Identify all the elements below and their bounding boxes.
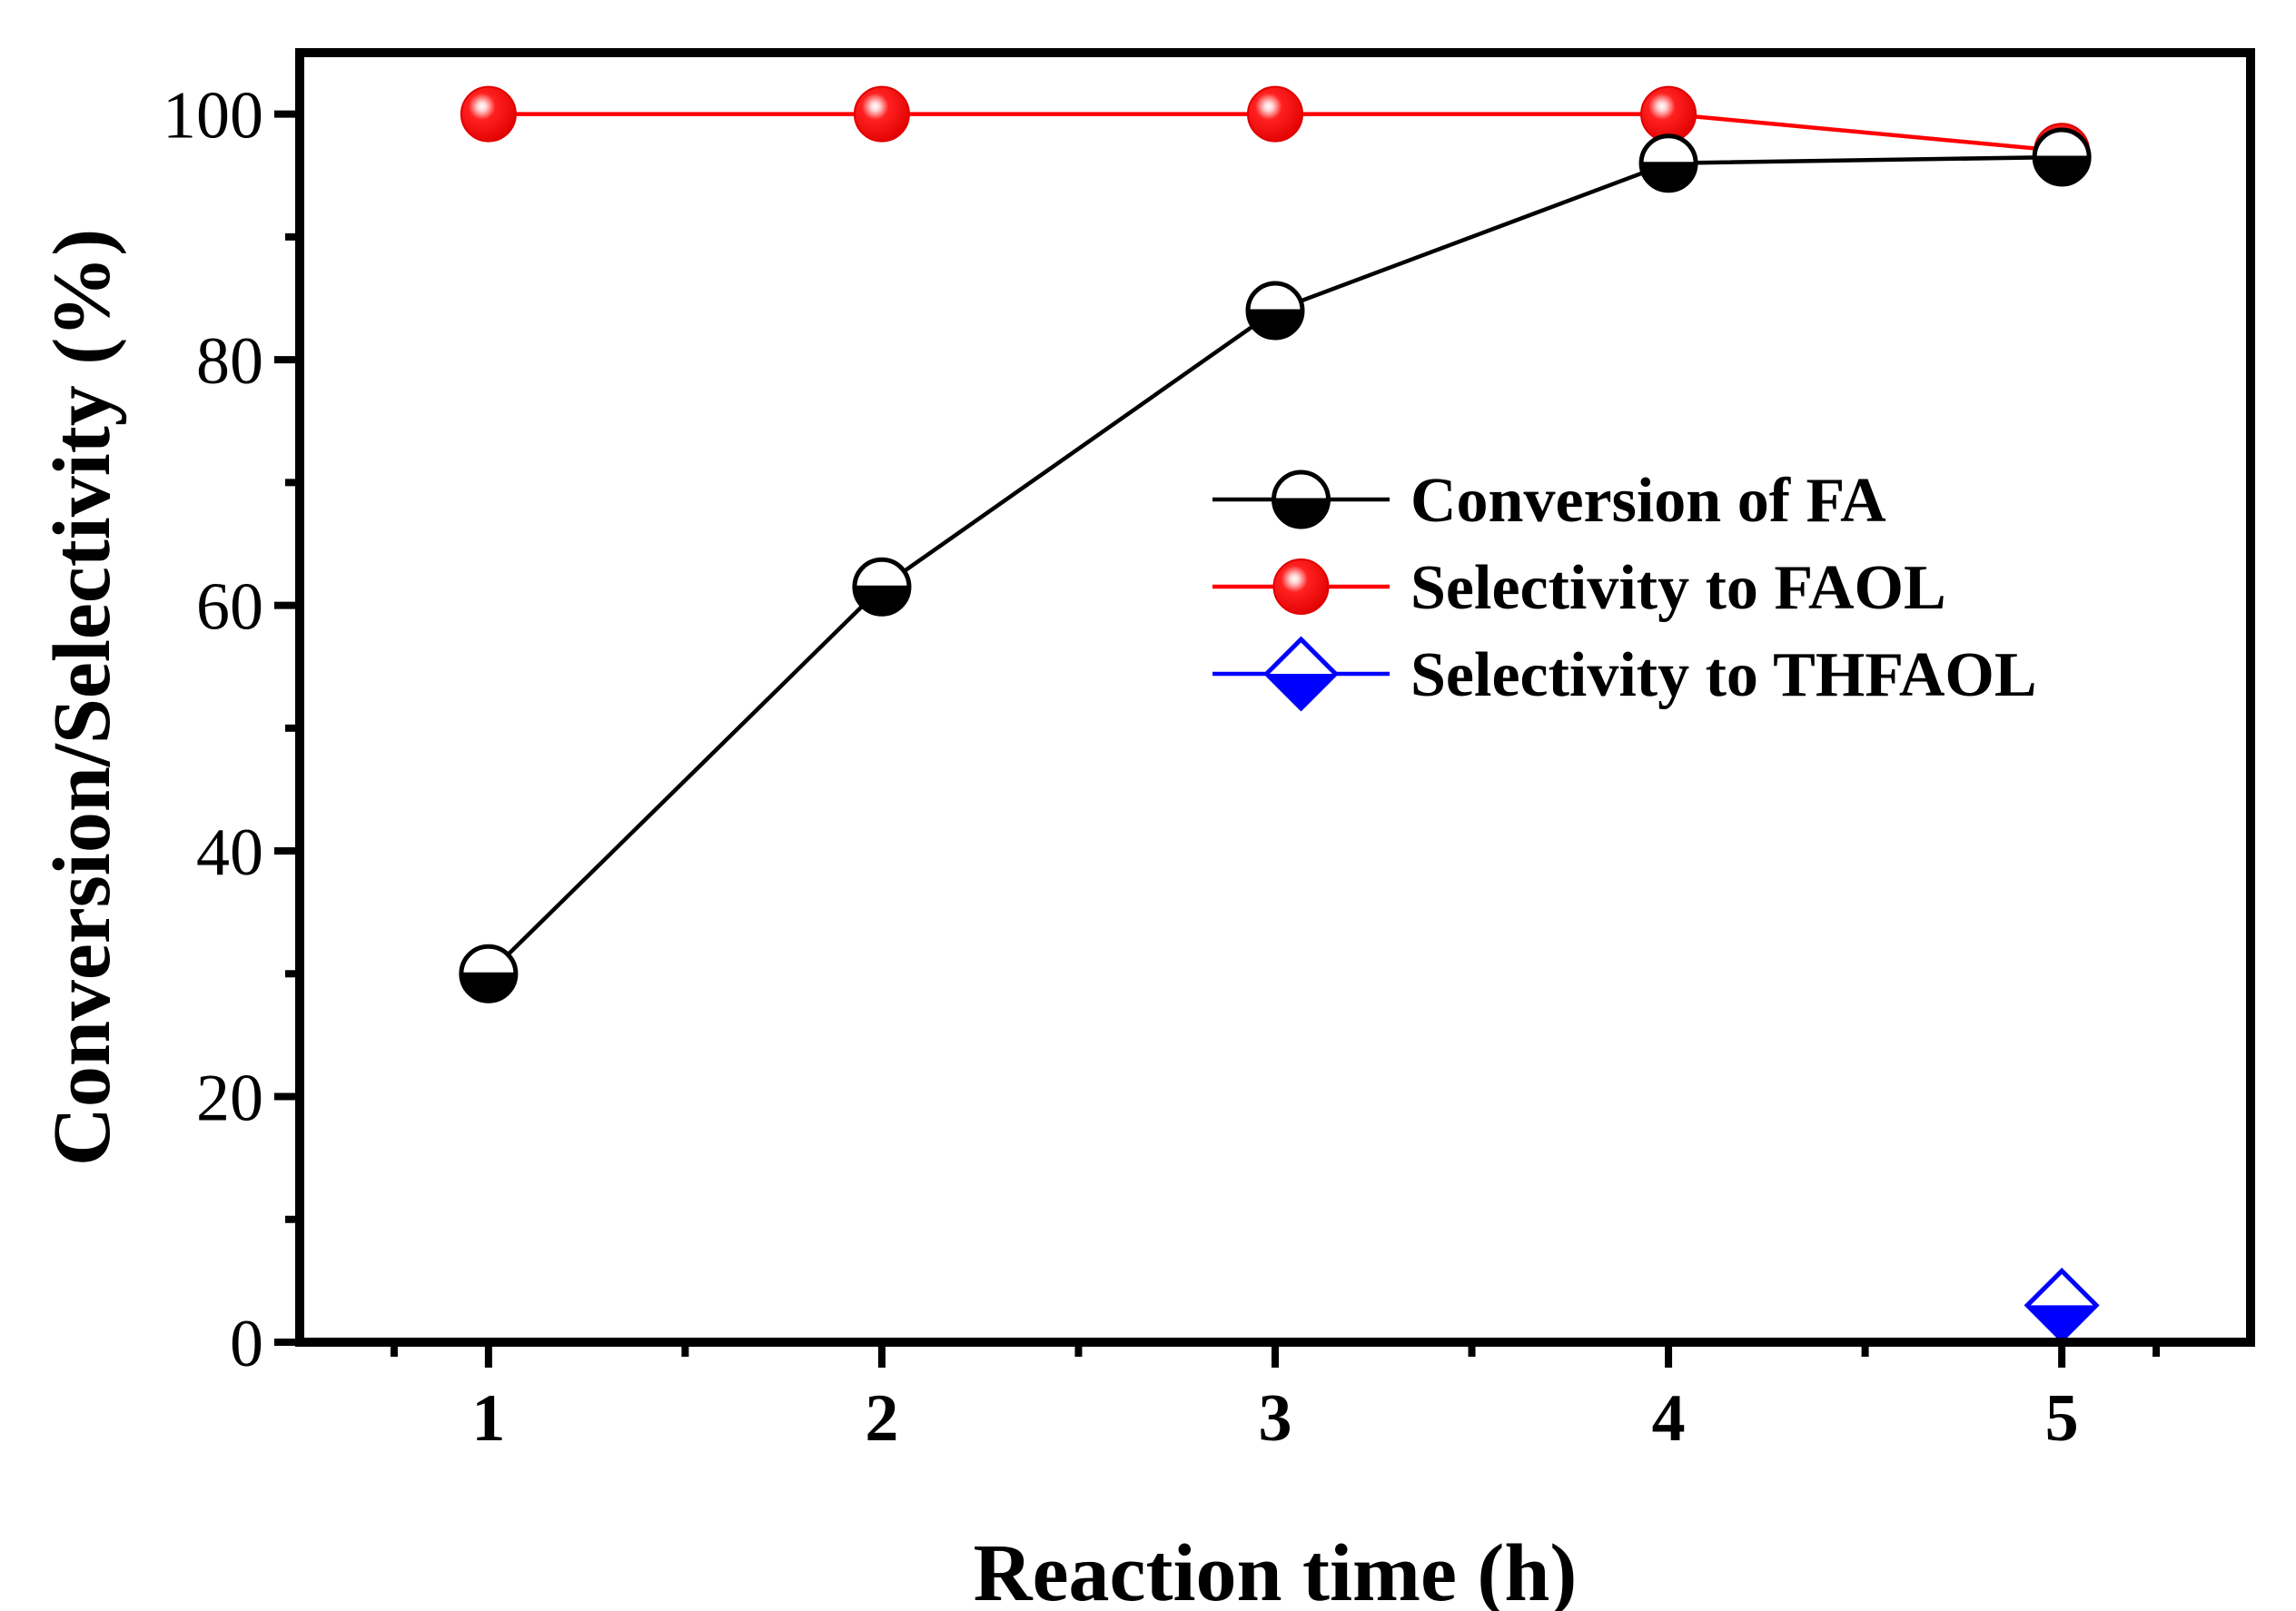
y-tick-label: 60 — [196, 570, 263, 645]
marker-sphere — [853, 85, 910, 143]
data-point — [1245, 281, 1305, 341]
y-tick-label: 80 — [196, 324, 263, 399]
marker-fill — [1266, 674, 1336, 708]
x-tick-label: 3 — [1259, 1381, 1292, 1456]
series-1 — [460, 85, 2091, 180]
data-point — [1247, 85, 1303, 143]
series-2 — [2024, 1267, 2100, 1343]
marker-fill — [460, 974, 516, 1002]
legend: Conversion of FA Selectivity to FAOL Selec… — [1212, 466, 2037, 712]
x-tick-label: 5 — [2045, 1381, 2079, 1456]
legend-label: Selectivity to FAOL — [1410, 553, 1946, 623]
marker-fill — [1641, 163, 1697, 191]
x-tick-label: 1 — [471, 1381, 505, 1456]
data-point — [852, 557, 912, 617]
marker-sphere — [1247, 85, 1303, 143]
marker-fill — [854, 587, 909, 615]
y-tick-label: 0 — [230, 1307, 263, 1381]
axis-ticks: 0 20 40 60 80 100 1 2 3 4 5 — [163, 79, 2161, 1456]
legend-marker — [1272, 558, 1330, 615]
x-tick-label: 2 — [865, 1381, 898, 1456]
legend-label: Selectivity to THFAOL — [1410, 640, 2037, 710]
data-point — [459, 944, 519, 1003]
marker-fill — [2034, 156, 2090, 184]
y-tick-label: 100 — [163, 79, 263, 153]
legend-item: Conversion of FA — [1212, 466, 1886, 536]
y-tick-label: 20 — [196, 1062, 263, 1136]
data-point — [1638, 133, 1698, 193]
data-point — [460, 85, 517, 143]
series-0 — [459, 127, 2092, 1003]
data-point — [1640, 85, 1697, 143]
legend-item: Selectivity to THFAOL — [1212, 636, 2037, 712]
x-axis-title: Reaction time (h) — [974, 1528, 1578, 1611]
marker-sphere — [1640, 85, 1697, 143]
legend-item: Selectivity to FAOL — [1212, 553, 1946, 623]
data-point — [853, 85, 910, 143]
data-point — [2032, 127, 2092, 187]
marker-fill — [1248, 311, 1302, 338]
marker-fill — [1273, 499, 1329, 527]
marker-sphere — [1272, 558, 1330, 615]
plot-area — [459, 85, 2100, 1343]
legend-marker — [1262, 636, 1340, 712]
data-point — [2024, 1267, 2100, 1343]
x-tick-label: 4 — [1652, 1381, 1686, 1456]
y-axis-title: Conversion/Selectivity (%) — [37, 229, 127, 1166]
legend-marker — [1272, 469, 1331, 529]
legend-label: Conversion of FA — [1410, 466, 1886, 536]
y-tick-label: 40 — [196, 815, 263, 890]
marker-sphere — [460, 85, 517, 143]
marker-fill — [2027, 1305, 2097, 1340]
